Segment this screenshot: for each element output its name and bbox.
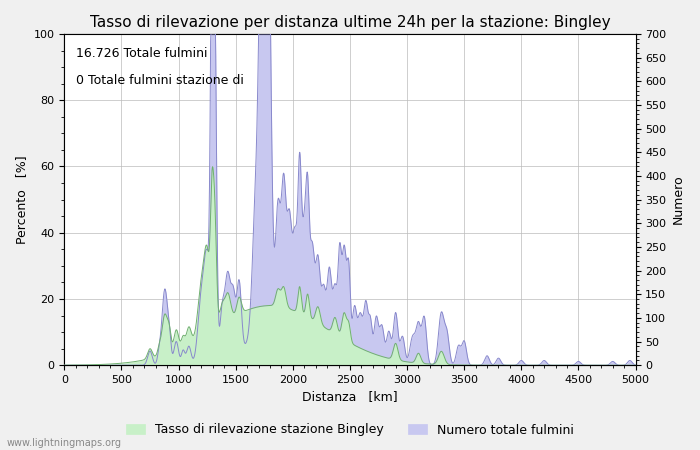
Text: 0 Totale fulmini stazione di: 0 Totale fulmini stazione di [76,74,244,87]
Text: 16.726 Totale fulmini: 16.726 Totale fulmini [76,47,207,60]
Y-axis label: Numero: Numero [672,175,685,225]
Y-axis label: Percento   [%]: Percento [%] [15,155,28,244]
Text: www.lightningmaps.org: www.lightningmaps.org [7,438,122,448]
X-axis label: Distanza   [km]: Distanza [km] [302,391,398,404]
Title: Tasso di rilevazione per distanza ultime 24h per la stazione: Bingley: Tasso di rilevazione per distanza ultime… [90,15,610,30]
Legend: Tasso di rilevazione stazione Bingley, Numero totale fulmini: Tasso di rilevazione stazione Bingley, N… [121,418,579,441]
